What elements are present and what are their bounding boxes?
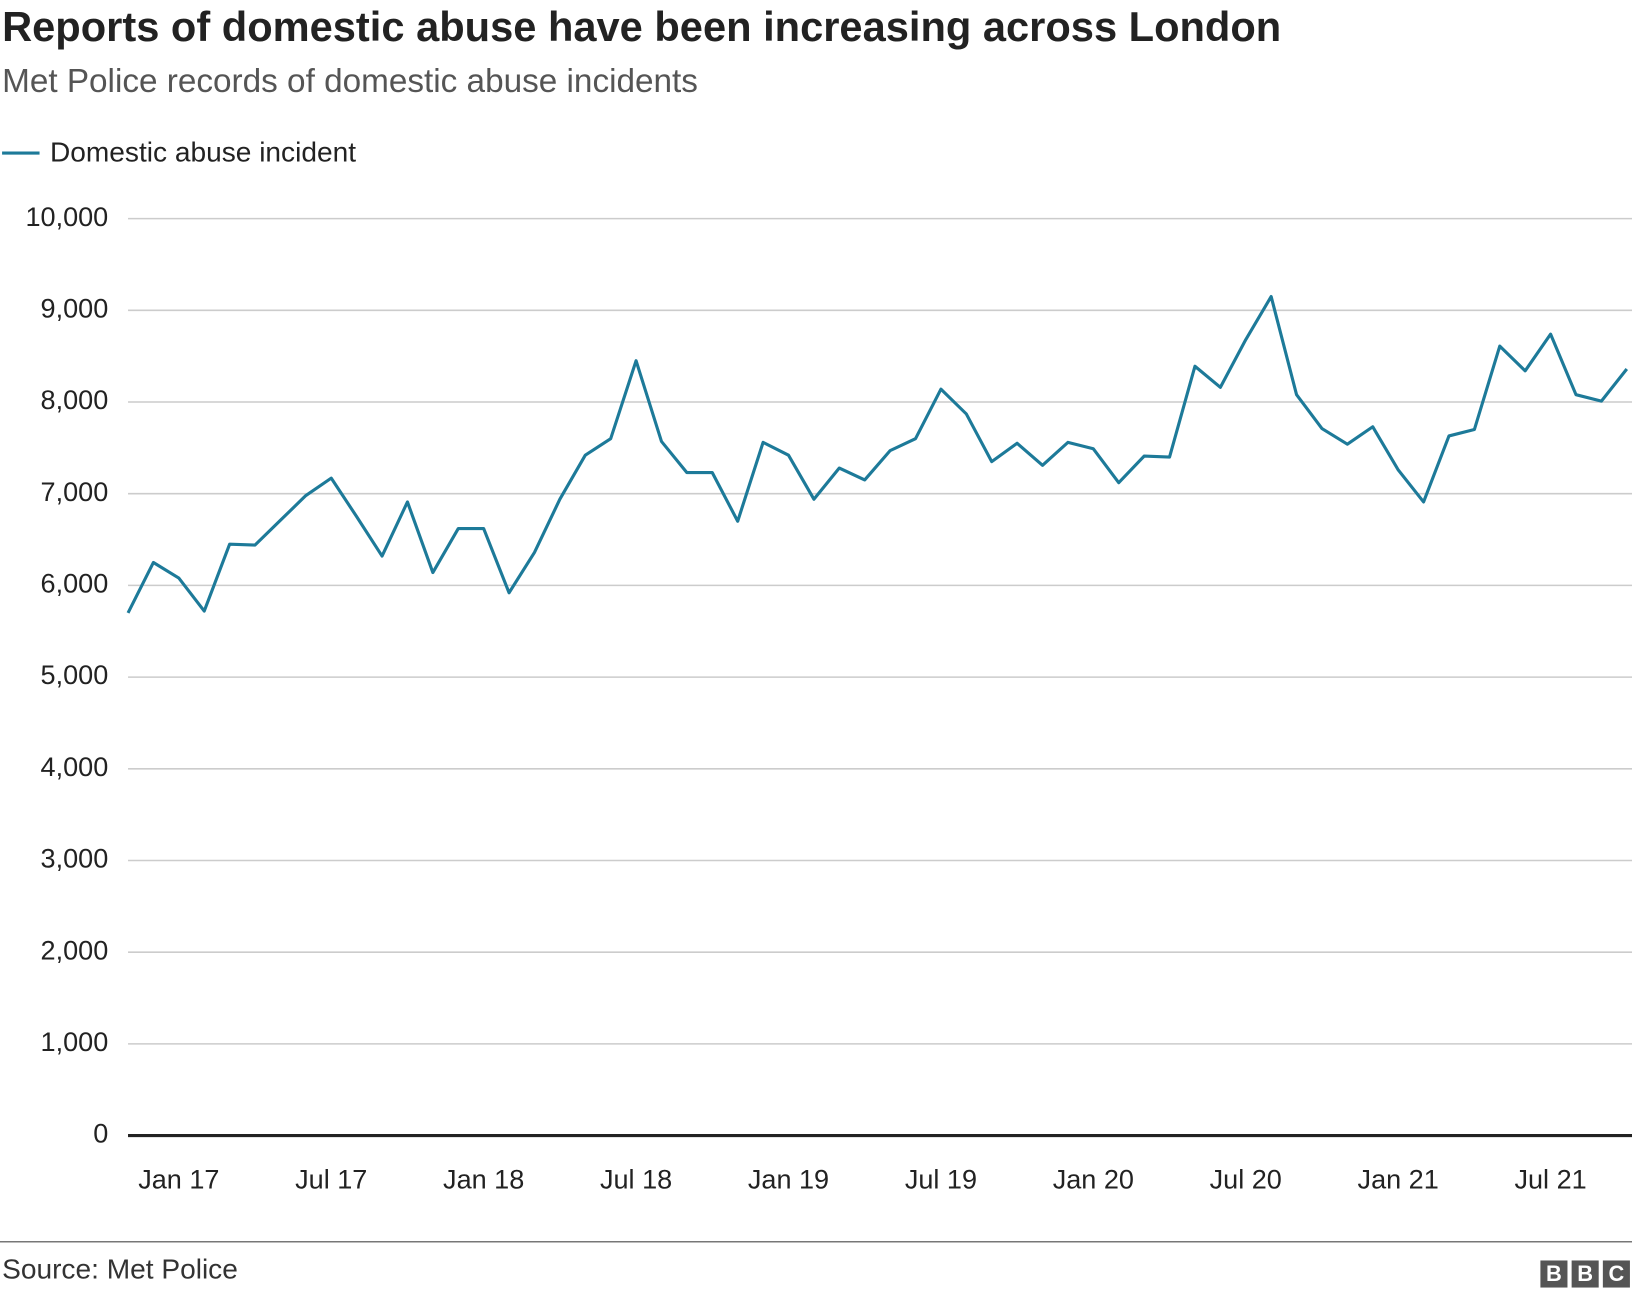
y-tick-label: 4,000 xyxy=(41,752,109,782)
x-tick-label: Jul 21 xyxy=(1514,1165,1586,1195)
x-tick-label: Jan 17 xyxy=(138,1165,219,1195)
x-tick-label: Jul 17 xyxy=(295,1165,367,1195)
x-tick-label: Jan 20 xyxy=(1053,1165,1134,1195)
y-tick-label: 0 xyxy=(93,1119,108,1149)
logo-letter: B xyxy=(1577,1261,1593,1286)
chart-subtitle: Met Police records of domestic abuse inc… xyxy=(2,63,698,100)
y-tick-label: 6,000 xyxy=(41,569,109,599)
logo-letter: C xyxy=(1608,1261,1624,1286)
x-tick-label: Jul 18 xyxy=(600,1165,672,1195)
logo-letter: B xyxy=(1546,1261,1562,1286)
y-tick-label: 1,000 xyxy=(41,1027,109,1057)
x-tick-label: Jan 21 xyxy=(1358,1165,1439,1195)
legend-label: Domestic abuse incident xyxy=(50,137,356,168)
y-tick-label: 8,000 xyxy=(41,385,109,415)
y-tick-label: 7,000 xyxy=(41,477,109,507)
y-tick-label: 9,000 xyxy=(41,293,109,323)
x-tick-label: Jan 18 xyxy=(443,1165,524,1195)
x-tick-label: Jul 20 xyxy=(1210,1165,1282,1195)
x-tick-label: Jul 19 xyxy=(905,1165,977,1195)
data-line xyxy=(126,295,1629,614)
y-tick-label: 10,000 xyxy=(26,202,109,232)
source: Source: Met Police xyxy=(2,1253,238,1284)
logo-box xyxy=(1602,1260,1630,1288)
chart-title: Reports of domestic abuse have been incr… xyxy=(2,3,1281,50)
y-tick-label: 5,000 xyxy=(41,660,109,690)
logo-box xyxy=(1540,1260,1568,1288)
x-tick-label: Jan 19 xyxy=(748,1165,829,1195)
logo-box xyxy=(1571,1260,1599,1288)
y-tick-label: 3,000 xyxy=(41,844,109,874)
y-tick-label: 2,000 xyxy=(41,935,109,965)
